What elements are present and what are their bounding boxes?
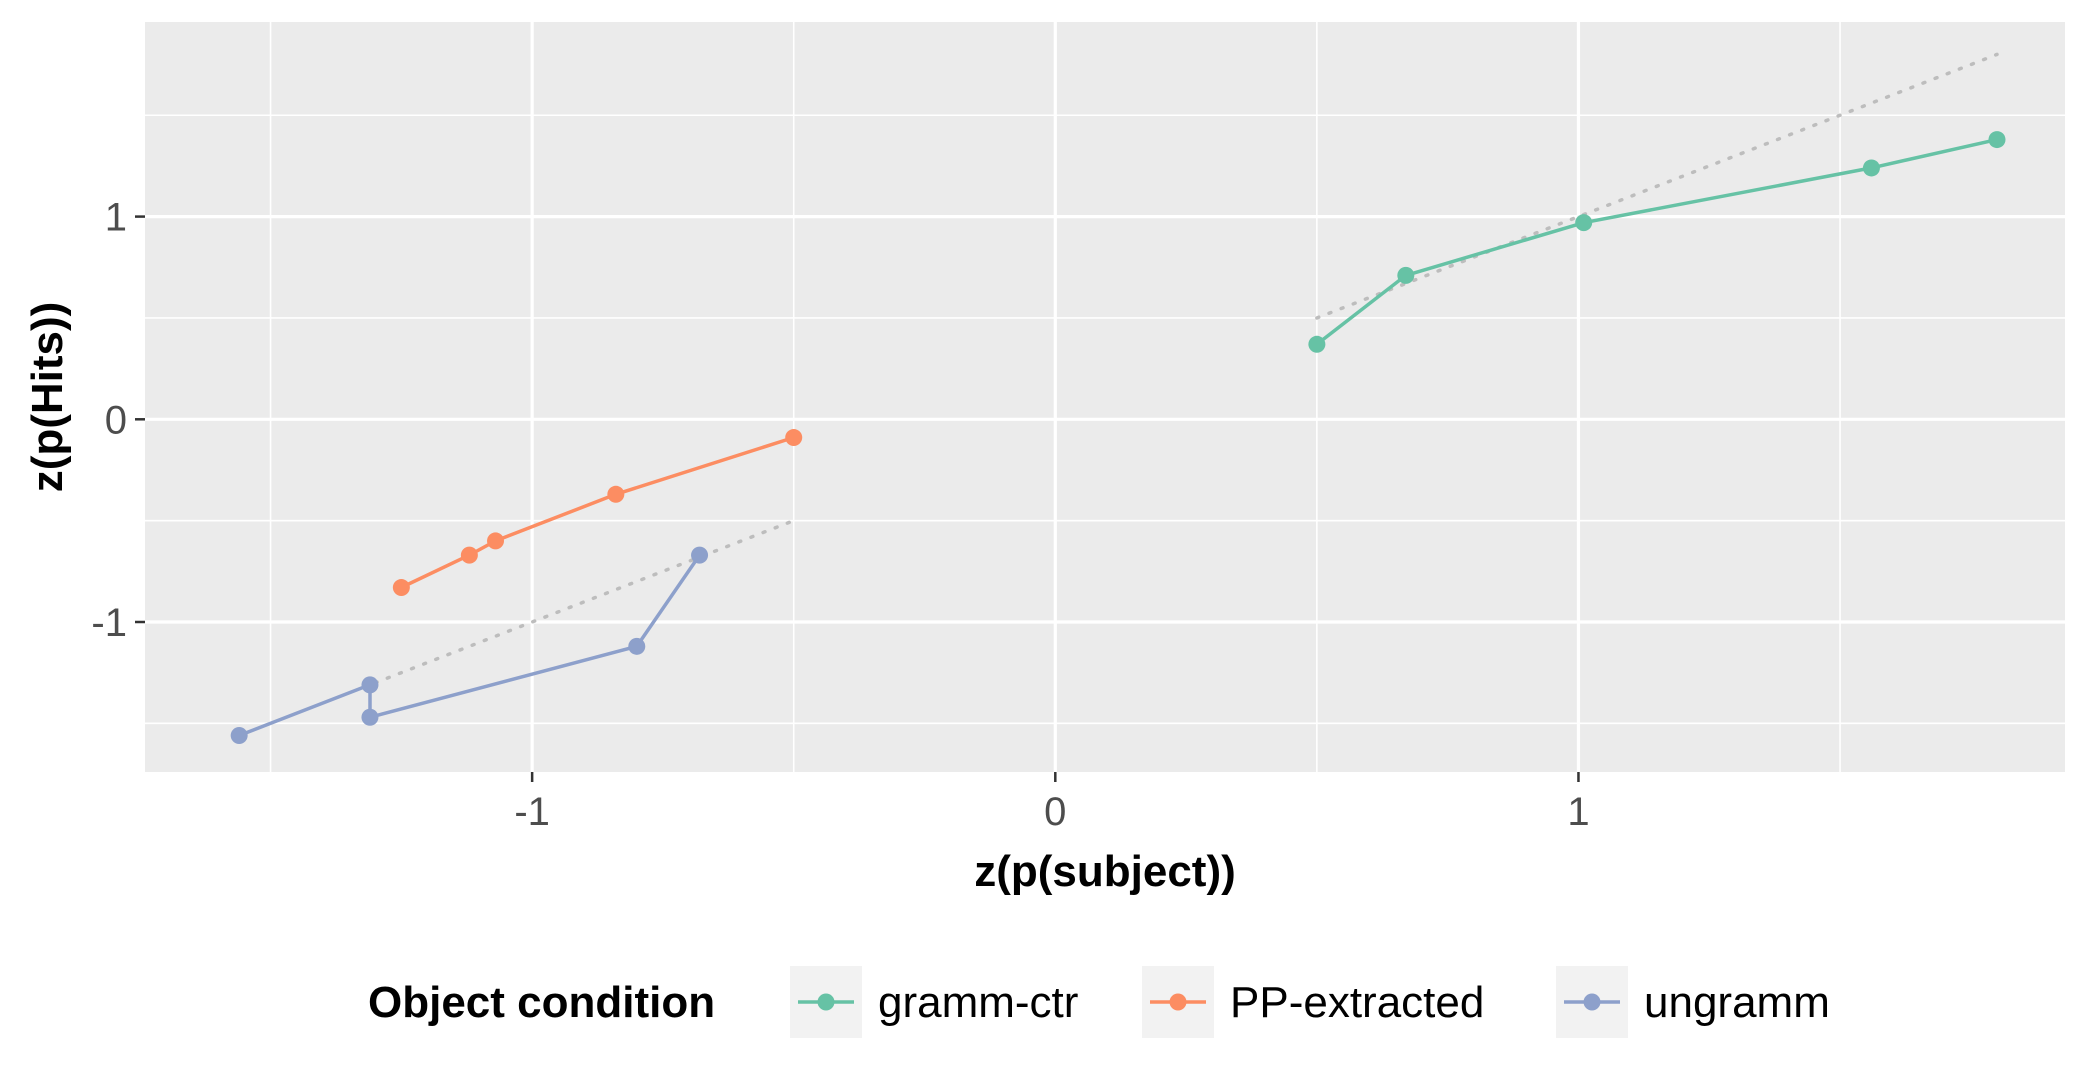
series-layer: [230, 131, 2006, 745]
y-tick-label: 0: [105, 398, 127, 442]
data-point: [361, 676, 379, 694]
legend-key-point: [817, 993, 835, 1011]
data-point: [392, 579, 410, 597]
legend-label: PP-extracted: [1230, 978, 1484, 1027]
legend-key-point: [1169, 993, 1187, 1011]
legend-label: ungramm: [1644, 978, 1830, 1027]
data-point: [691, 546, 709, 564]
data-point: [1397, 266, 1415, 284]
data-point: [361, 708, 379, 726]
legend-key-point: [1583, 993, 1601, 1011]
reference-line: [373, 518, 796, 685]
x-tick-label: -1: [514, 790, 550, 834]
y-axis-title: z(p(Hits)): [23, 302, 72, 493]
data-point: [1988, 131, 2006, 149]
y-tick-label: -1: [91, 601, 127, 645]
data-point: [487, 532, 505, 550]
data-point: [460, 546, 478, 564]
x-tick-label: 0: [1044, 790, 1066, 834]
legend-item-PP-extracted: PP-extracted: [1142, 966, 1484, 1038]
data-point: [1308, 335, 1326, 353]
series-ungramm: [230, 546, 709, 745]
grid-major: [145, 22, 2065, 772]
x-axis-ticks: -1 0 1: [514, 772, 1590, 834]
legend: Object condition gramm-ctr PP-extracted un…: [368, 966, 1830, 1038]
y-axis-ticks: -1 0 1: [91, 196, 145, 645]
data-point: [1862, 159, 1880, 177]
plot-panel: [145, 22, 2065, 772]
data-point: [628, 637, 646, 655]
legend-title: Object condition: [368, 978, 715, 1027]
x-tick-label: 1: [1567, 790, 1589, 834]
data-point: [785, 429, 803, 447]
grid-minor: [145, 22, 2065, 772]
y-tick-label: 1: [105, 196, 127, 240]
series-gramm-ctr: [1308, 131, 2006, 353]
legend-label: gramm-ctr: [878, 978, 1078, 1027]
reference-line: [1315, 52, 1999, 320]
reference-lines: [373, 52, 1999, 685]
data-point: [607, 485, 625, 503]
data-point: [230, 727, 248, 745]
legend-item-ungramm: ungramm: [1556, 966, 1830, 1038]
series-PP-extracted: [392, 429, 803, 597]
x-axis-title: z(p(subject)): [974, 847, 1236, 896]
legend-item-gramm-ctr: gramm-ctr: [790, 966, 1078, 1038]
data-point: [1575, 214, 1593, 232]
